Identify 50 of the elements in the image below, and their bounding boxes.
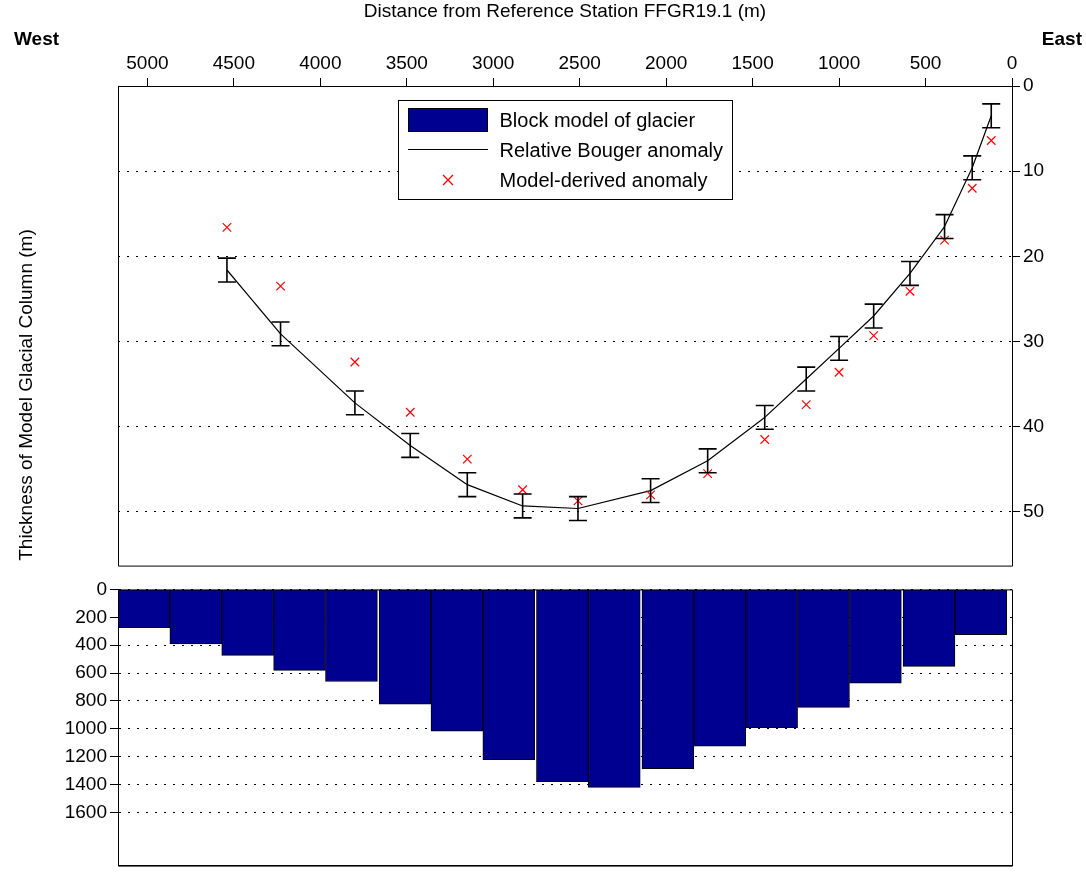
y-tick-label: 10 bbox=[1023, 159, 1045, 181]
point bbox=[702, 468, 713, 479]
point bbox=[801, 399, 812, 410]
x-tick-label: 4000 bbox=[299, 51, 342, 73]
y-tick-label: 400 bbox=[75, 633, 107, 655]
point bbox=[462, 454, 473, 464]
point bbox=[986, 135, 997, 146]
x-tick-label: 0 bbox=[1006, 51, 1018, 73]
y-tick-label: 1000 bbox=[64, 717, 107, 739]
x-tick-label: 3500 bbox=[385, 51, 428, 73]
x-tick-label: 4500 bbox=[212, 51, 255, 73]
point bbox=[573, 496, 583, 506]
y-tick-label: 30 bbox=[1023, 329, 1045, 351]
x-tick-label: 3000 bbox=[472, 51, 515, 73]
text: West bbox=[14, 28, 60, 50]
point bbox=[834, 367, 844, 378]
point bbox=[939, 235, 950, 246]
legend-label: Model-derived anomaly bbox=[499, 168, 708, 193]
y-tick-label: 1400 bbox=[64, 772, 107, 794]
point bbox=[350, 357, 360, 367]
point bbox=[222, 222, 232, 233]
x-tick-label: 1500 bbox=[731, 51, 774, 73]
x-tick-label: 1000 bbox=[817, 51, 861, 73]
y-tick-label: 0 bbox=[96, 577, 107, 599]
y-tick-label: 600 bbox=[75, 661, 107, 683]
y-axis-title: Thickness of Model Glacial Column (m) bbox=[15, 229, 37, 561]
point bbox=[759, 434, 770, 445]
y-tick-label: 40 bbox=[1023, 414, 1045, 436]
point bbox=[517, 484, 528, 495]
x-tick-label: 2000 bbox=[645, 51, 688, 73]
point bbox=[905, 286, 915, 297]
y-tick-label: 1200 bbox=[64, 745, 107, 767]
point bbox=[868, 330, 879, 341]
text: East bbox=[1041, 28, 1083, 50]
legend-label: Block model of glacier bbox=[499, 108, 696, 133]
point bbox=[275, 281, 286, 292]
y-tick-label: 1600 bbox=[64, 800, 107, 822]
point bbox=[405, 407, 416, 418]
y-tick-label: 200 bbox=[75, 605, 107, 627]
point bbox=[645, 490, 656, 500]
y-tick-label: 800 bbox=[75, 689, 107, 711]
x-axis-title: Distance from Reference Station FFGR19.1 (m) bbox=[363, 0, 767, 21]
y-tick-label: 20 bbox=[1023, 244, 1045, 266]
x-tick-label: 5000 bbox=[126, 51, 169, 73]
x-tick-label: 2500 bbox=[558, 51, 601, 73]
legend-label: Relative Bouger anomaly bbox=[499, 138, 723, 163]
point bbox=[967, 183, 978, 194]
x-tick-label: 500 bbox=[909, 51, 942, 73]
y-tick-label: 0 bbox=[1023, 74, 1034, 96]
y-tick-label: 50 bbox=[1023, 500, 1045, 522]
